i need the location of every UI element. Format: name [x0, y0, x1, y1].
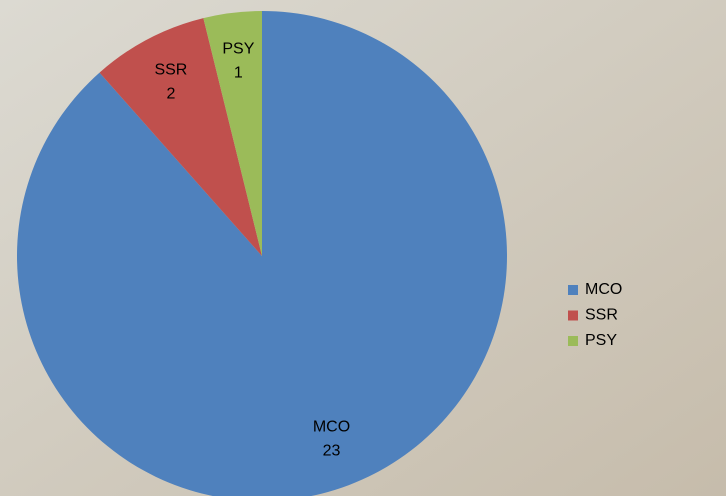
- pie-slice: [99, 18, 263, 256]
- slice-label-value: 23: [323, 442, 341, 459]
- slice-label-name: PSY: [222, 41, 254, 58]
- legend-label: PSY: [585, 332, 617, 349]
- legend-swatch: [568, 285, 578, 295]
- slice-label-value: 1: [234, 65, 243, 82]
- slice-label-value: 2: [166, 86, 175, 103]
- pie-slice: [203, 11, 262, 256]
- legend-swatch: [568, 336, 578, 346]
- legend-label: MCO: [585, 281, 622, 298]
- legend-swatch: [568, 310, 578, 321]
- slice-label-name: MCO: [313, 418, 350, 435]
- legend-label: SSR: [585, 307, 618, 324]
- slice-label-name: SSR: [154, 62, 187, 79]
- pie-slice: [17, 11, 507, 496]
